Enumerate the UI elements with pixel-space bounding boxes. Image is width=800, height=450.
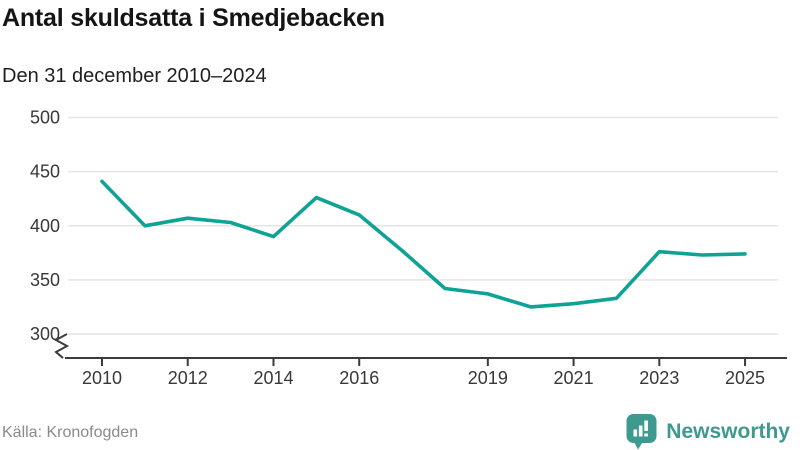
y-axis-label-350: 350 (30, 270, 60, 290)
y-axis-label-450: 450 (30, 162, 60, 182)
newsworthy-speech-bubble-bar-chart-icon (626, 414, 657, 450)
exclamation-bar (644, 420, 649, 431)
y-axis-label-400: 400 (30, 216, 60, 236)
source-label: Källa: Kronofogden (2, 424, 139, 441)
x-axis-label-2025: 2025 (725, 368, 765, 388)
y-axis-label-300: 300 (30, 324, 60, 344)
exclamation-dot (644, 433, 649, 437)
brand: Newsworthy (626, 413, 790, 450)
axis-break-icon (53, 333, 70, 359)
chart-subtitle: Den 31 december 2010–2024 (2, 65, 267, 87)
x-axis-label-2019: 2019 (468, 368, 508, 388)
brand-name: Newsworthy (666, 419, 790, 443)
y-axis-label-500: 500 (30, 108, 60, 128)
bar-tall (639, 425, 643, 437)
chart-title: Antal skuldsatta i Smedjebacken (2, 4, 385, 32)
x-axis-label-2012: 2012 (168, 368, 208, 388)
data-series-line (100, 179, 747, 309)
x-axis-label-2021: 2021 (554, 368, 594, 388)
x-axis-label-2014: 2014 (253, 368, 293, 388)
x-axis-label-2023: 2023 (639, 368, 679, 388)
bar-short (633, 429, 638, 437)
x-axis-label-2010: 2010 (82, 368, 122, 388)
x-axis-label-2016: 2016 (339, 368, 379, 388)
